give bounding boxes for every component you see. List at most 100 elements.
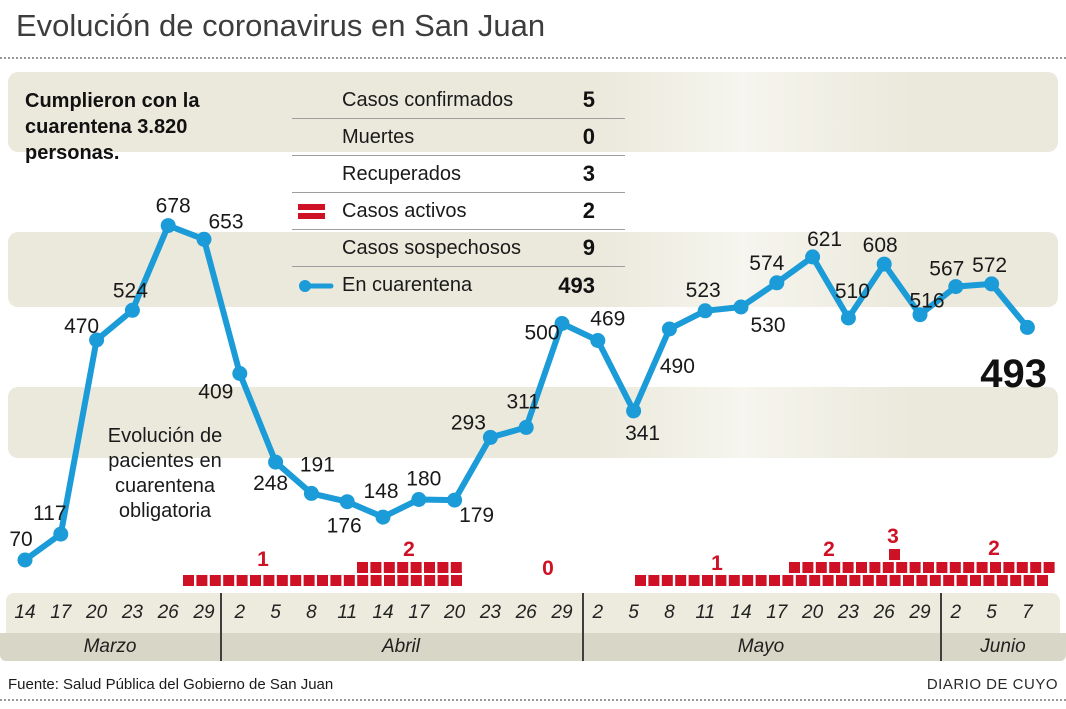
active-cases-square (675, 575, 687, 586)
data-point (876, 256, 892, 272)
day-tick-label: 20 (444, 602, 466, 623)
active-cases-square (370, 562, 382, 573)
active-cases-square (209, 575, 221, 586)
active-cases-square (809, 575, 821, 586)
data-point (769, 275, 785, 291)
day-tick-label: 26 (157, 602, 179, 623)
stat-label: Recuperados (342, 162, 461, 185)
active-cases-square (410, 575, 422, 586)
stat-label: Casos confirmados (342, 88, 514, 111)
data-point (840, 310, 856, 326)
divider-top (0, 57, 1066, 59)
active-cases-square (196, 575, 208, 586)
data-point (411, 492, 427, 507)
active-cases-square (437, 575, 449, 586)
active-cases-square (815, 562, 827, 573)
data-point-label: 510 (835, 280, 870, 303)
day-tick-label: 5 (986, 602, 997, 623)
active-cases-square (370, 575, 382, 586)
data-point-label: 530 (750, 314, 785, 337)
active-cases-square (1016, 562, 1028, 573)
active-cases-square (384, 575, 395, 586)
data-point-label: 653 (208, 210, 243, 233)
data-point (948, 279, 964, 295)
active-cases-square (789, 562, 800, 573)
stat-value: 0 (582, 124, 595, 149)
active-cases-square (903, 575, 914, 586)
stat-row-confirmed: Casos confirmados 5 (292, 82, 625, 119)
month-separator (940, 593, 942, 661)
data-point (805, 249, 821, 265)
data-point-label: 293 (451, 411, 486, 434)
day-tick-label: 2 (592, 602, 604, 623)
active-cases-square (424, 562, 435, 573)
day-tick-label: 26 (873, 602, 895, 623)
active-cases-square (782, 575, 794, 586)
active-cases-square (1010, 575, 1022, 586)
data-point (124, 302, 140, 318)
stats-panel: Casos confirmados 5 Muertes 0 Recuperado… (292, 82, 625, 304)
data-point (697, 303, 713, 319)
data-point (17, 552, 33, 568)
data-point-label: 341 (625, 422, 660, 445)
active-cases-square (702, 575, 713, 586)
active-cases-square (715, 575, 727, 586)
active-cases-square (769, 575, 780, 586)
active-cases-square (909, 562, 921, 573)
active-cases-square (836, 575, 847, 586)
day-tick-label: 20 (802, 602, 824, 623)
active-cases-square (896, 562, 908, 573)
data-point-label: 311 (506, 390, 539, 413)
active-cases-square (317, 575, 328, 586)
page-title: Evolución de coronavirus en San Juan (16, 8, 546, 43)
data-point-label: 621 (807, 228, 842, 251)
active-cases-square (661, 575, 673, 586)
stat-value: 3 (582, 161, 595, 186)
active-cases-square (889, 549, 900, 560)
active-cases-square (923, 562, 934, 573)
active-cases-square (728, 575, 740, 586)
stat-label: Casos sospechosos (342, 236, 521, 259)
active-cases-square (1030, 562, 1042, 573)
active-cases-square (290, 575, 302, 586)
quarantine-note: Cumplieron con la cuarentena 3.820 perso… (25, 90, 200, 164)
data-point (626, 403, 642, 419)
data-point-label: 469 (590, 308, 625, 331)
data-point (53, 526, 69, 542)
data-point-label: 148 (363, 480, 398, 503)
data-point (590, 333, 606, 348)
stat-value: 5 (582, 87, 595, 112)
active-cases-square (397, 575, 409, 586)
active-cases-count-label: 2 (403, 538, 415, 561)
day-tick-label: 2 (950, 602, 962, 623)
data-point (303, 485, 319, 501)
active-cases-square (795, 575, 807, 586)
active-cases-square (742, 575, 754, 586)
active-cases-square (822, 575, 834, 586)
day-tick-label: 20 (86, 602, 108, 623)
data-point-label: 574 (749, 252, 784, 275)
active-cases-square (263, 575, 275, 586)
data-point-label: 572 (972, 254, 1007, 277)
active-cases-square (343, 575, 355, 586)
active-cases-square (383, 562, 395, 573)
data-point (160, 218, 176, 234)
brand-credit: DIARIO DE CUYO (926, 676, 1058, 693)
data-point-label: 409 (198, 381, 233, 404)
active-cases-square (276, 575, 288, 586)
active-cases-square (357, 575, 369, 586)
data-point (89, 332, 105, 348)
active-cases-square (648, 575, 660, 586)
day-tick-label: 29 (193, 602, 215, 623)
data-point (661, 321, 677, 337)
divider-bottom (0, 699, 1066, 701)
active-cases-square (929, 575, 941, 586)
data-point-label: 70 (9, 528, 32, 551)
data-point (447, 492, 463, 508)
active-cases-square (1003, 562, 1015, 573)
day-tick-label: 23 (837, 602, 859, 623)
data-point-label: 180 (406, 468, 441, 491)
month-separator (582, 593, 584, 661)
data-point (232, 366, 248, 381)
